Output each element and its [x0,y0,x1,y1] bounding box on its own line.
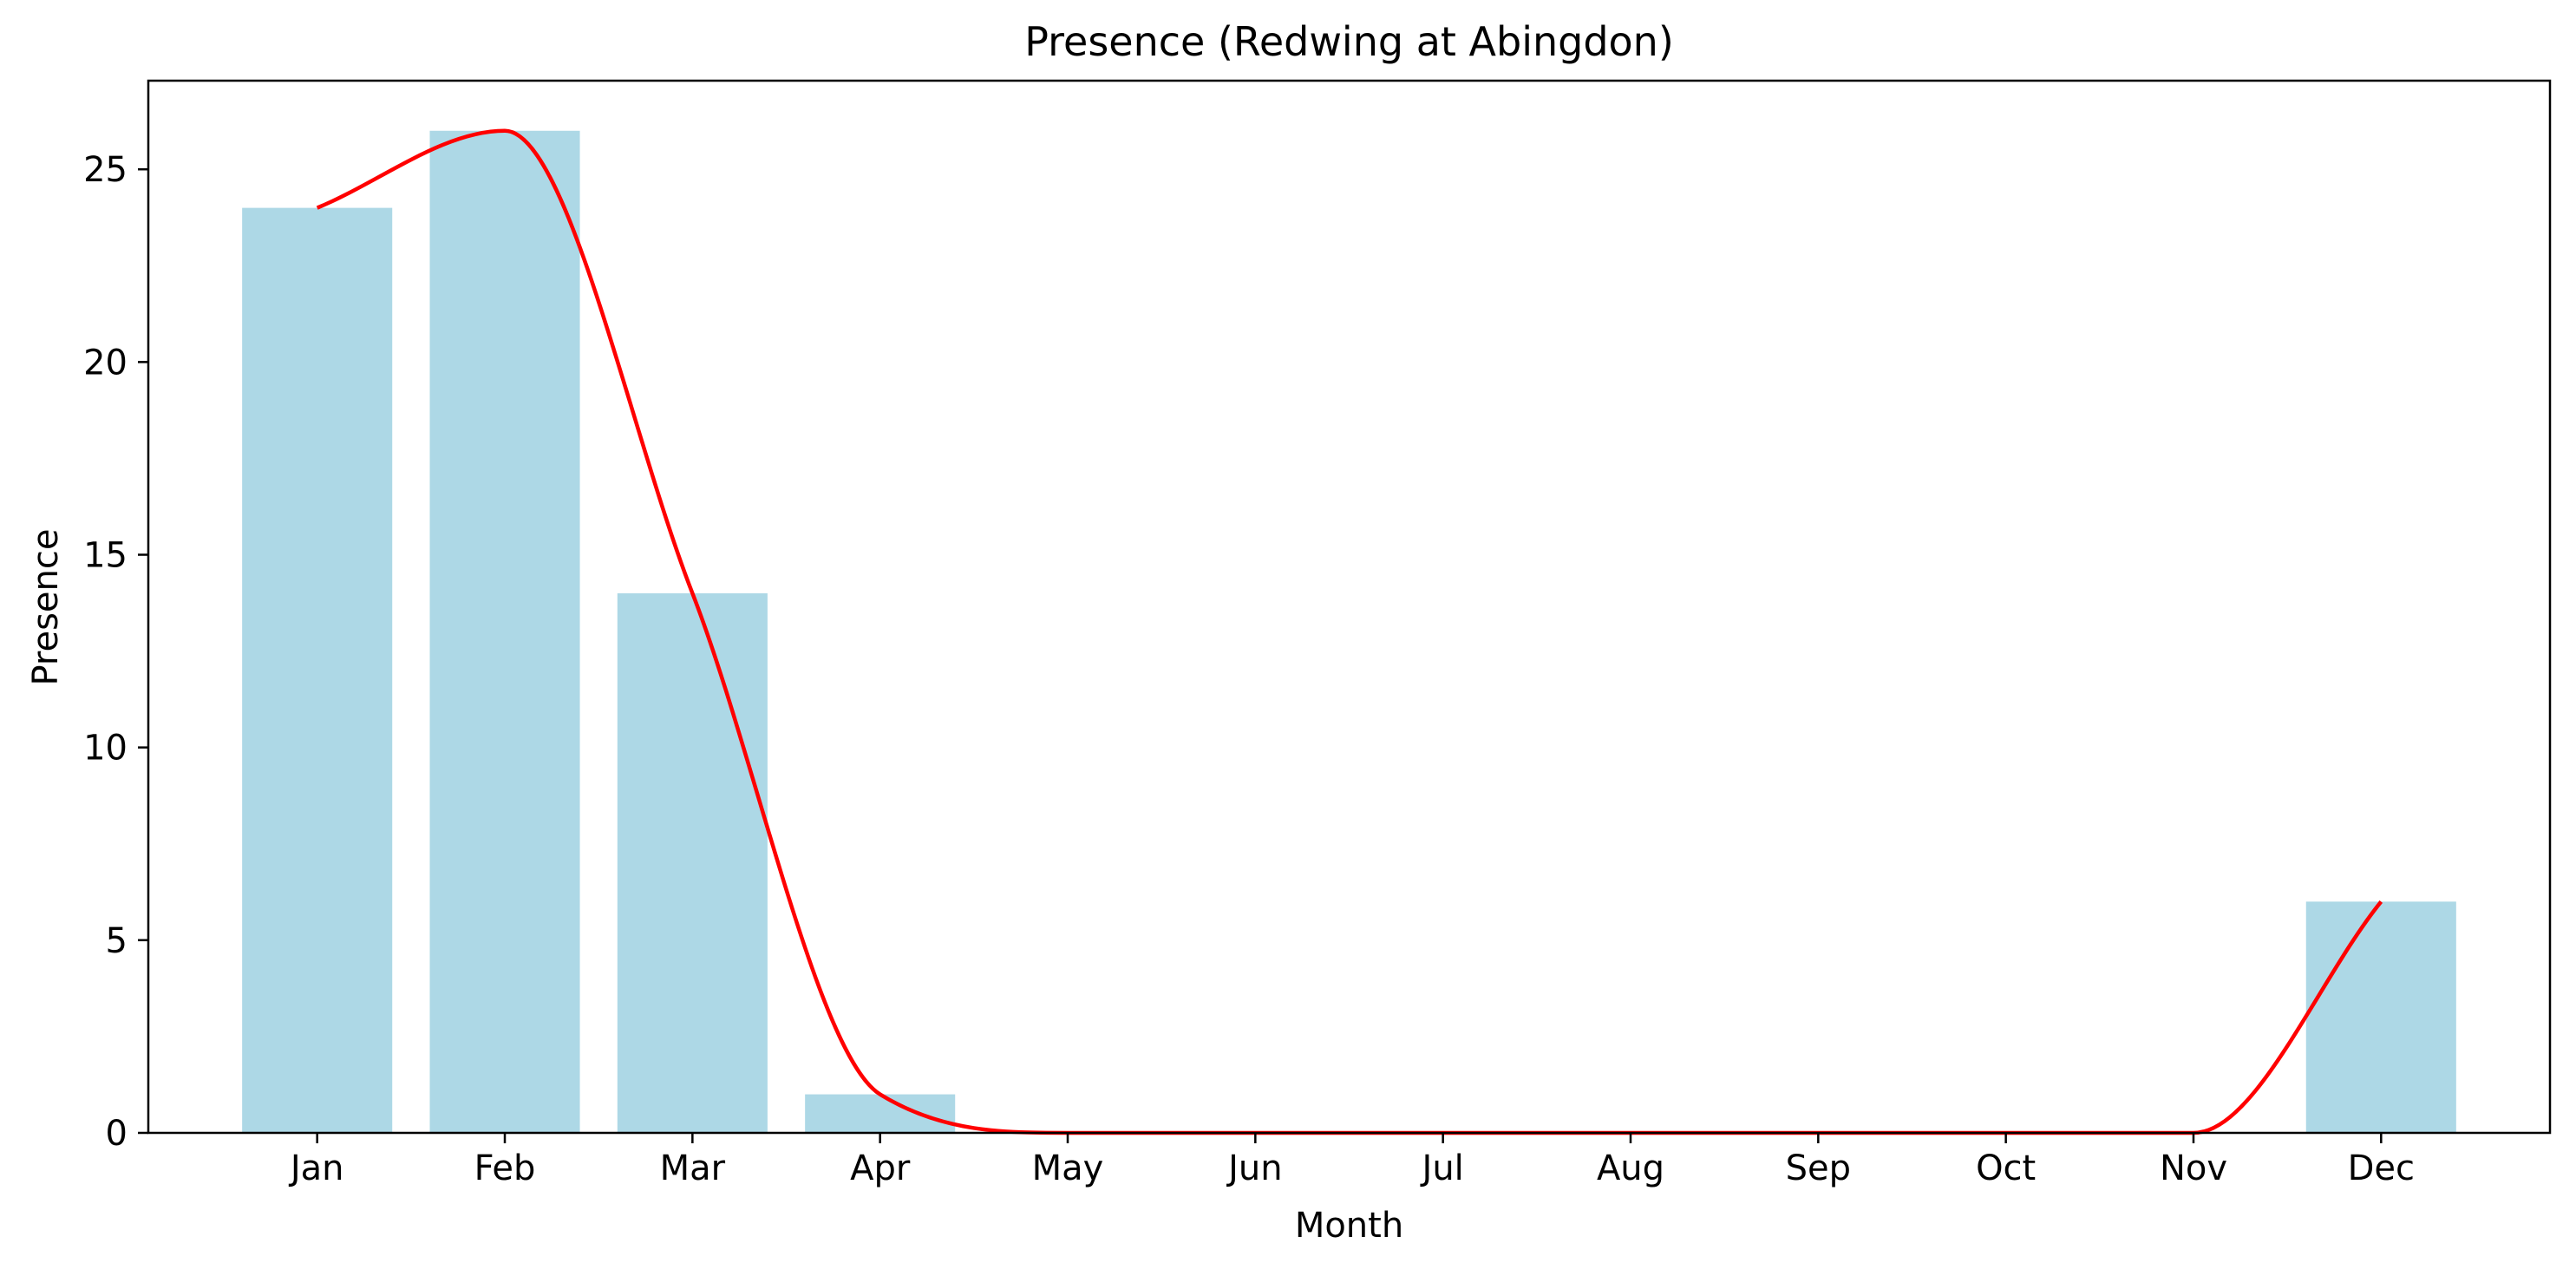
y-tick-label-20: 20 [83,343,127,383]
bars-layer [242,130,2456,1134]
x-tick-label-mar: Mar [660,1148,726,1188]
bar-mar [617,592,768,1133]
x-tick-label-oct: Oct [1976,1148,2036,1188]
bar-feb [429,130,580,1133]
x-tick-label-may: May [1032,1148,1104,1188]
bar-apr [805,1094,956,1133]
x-tick-label-jan: Jan [288,1148,344,1188]
y-tick-label-10: 10 [83,729,127,769]
y-axis-title: Presence [26,529,66,686]
y-tick-label-25: 25 [83,150,127,190]
x-tick-label-feb: Feb [474,1148,536,1188]
x-tick-label-nov: Nov [2160,1148,2227,1188]
x-axis-title: Month [1295,1206,1403,1246]
bar-jan [242,207,393,1134]
x-tick-label-aug: Aug [1597,1148,1664,1188]
x-tick-label-apr: Apr [850,1148,911,1188]
ticks-layer: Jan Feb Mar Apr May Jun Jul Aug Sep Oct Nov Dec 0 5 10… [83,150,2415,1188]
x-tick-label-dec: Dec [2348,1148,2415,1188]
plot-area-frame [147,79,2552,1135]
bar-dec [2305,901,2456,1133]
y-tick-label-0: 0 [106,1114,127,1154]
chart-title: Presence (Redwing at Abingdon) [1024,18,1674,65]
y-tick-label-5: 5 [106,921,127,961]
x-tick-label-sep: Sep [1786,1148,1851,1188]
x-tick-label-jul: Jul [1420,1148,1464,1188]
x-tick-label-jun: Jun [1226,1148,1283,1188]
y-tick-label-15: 15 [83,536,127,576]
